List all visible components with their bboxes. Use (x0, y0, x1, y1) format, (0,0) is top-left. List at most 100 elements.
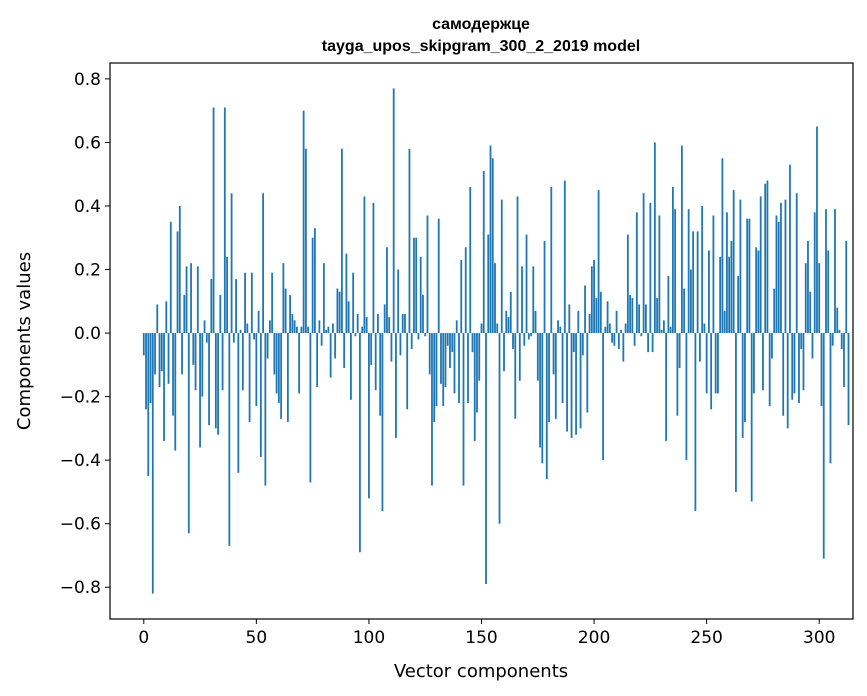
bar (343, 333, 346, 369)
bar (786, 333, 789, 429)
bar (210, 279, 213, 334)
bar (635, 212, 638, 334)
bar (395, 333, 397, 438)
y-tick-label: −0.8 (60, 578, 101, 598)
bar (604, 326, 607, 334)
bar (282, 263, 285, 334)
bar (241, 333, 244, 391)
bar (181, 333, 183, 375)
bar (791, 333, 794, 400)
bar (708, 250, 710, 334)
bar (662, 320, 665, 334)
bar (426, 215, 429, 334)
bar (696, 231, 699, 334)
bar (266, 333, 269, 359)
bar (613, 333, 616, 346)
bar (480, 323, 483, 334)
bar (827, 250, 830, 334)
bar (163, 333, 165, 442)
bar (311, 237, 314, 334)
bar (665, 333, 668, 442)
bar (617, 333, 620, 349)
x-tick-label: 200 (578, 628, 610, 648)
bar (273, 333, 276, 375)
bar (464, 247, 467, 334)
bar (714, 333, 717, 394)
bar (347, 301, 350, 334)
bar (545, 333, 548, 480)
bar (485, 333, 487, 585)
bar (406, 333, 409, 410)
bar (365, 317, 368, 334)
bar (212, 107, 215, 334)
bar (149, 333, 152, 403)
bar (768, 333, 771, 407)
bar (534, 310, 537, 334)
y-tick-label: −0.6 (60, 515, 101, 535)
bar (568, 304, 571, 334)
bar (566, 333, 568, 432)
bar (633, 333, 636, 346)
bar (762, 333, 764, 391)
bar (307, 326, 310, 334)
bar (469, 186, 472, 334)
bar (289, 294, 292, 334)
bar (167, 333, 170, 384)
bar (539, 333, 541, 448)
bar (557, 320, 559, 334)
bar (687, 209, 690, 334)
bar (223, 107, 226, 334)
bar (771, 333, 773, 359)
bar (235, 279, 237, 334)
bar (789, 164, 791, 334)
bar (196, 266, 199, 334)
bar (332, 323, 334, 334)
bar (685, 333, 688, 461)
bar (356, 313, 359, 334)
bar (512, 333, 514, 349)
chart-title: самодержце (432, 16, 530, 33)
bar (354, 333, 357, 337)
bar (847, 333, 850, 426)
bar (647, 333, 650, 353)
bar (563, 180, 566, 334)
bar (644, 304, 647, 334)
bar (329, 333, 332, 378)
bar (584, 285, 586, 334)
bar (624, 323, 627, 334)
bar (156, 304, 159, 334)
bar (694, 333, 697, 511)
bar (588, 313, 591, 334)
bar (777, 221, 780, 334)
bar (773, 288, 776, 334)
bar (595, 298, 598, 334)
bar (840, 333, 843, 349)
bar (834, 209, 836, 334)
bar (782, 333, 785, 416)
bar (503, 333, 505, 372)
bar (597, 190, 600, 334)
bar (183, 294, 186, 334)
bar (295, 326, 298, 334)
bar (226, 256, 228, 334)
bar (653, 142, 656, 334)
bar (413, 237, 415, 334)
bar (253, 333, 255, 340)
bar (147, 333, 150, 477)
bar (642, 193, 645, 334)
bar (460, 259, 463, 334)
bar (816, 126, 818, 334)
bar (507, 317, 510, 334)
bar (699, 333, 701, 362)
bar (527, 333, 530, 340)
bar (316, 333, 319, 388)
bar (300, 326, 303, 334)
bar (811, 333, 814, 359)
y-tick-label: 0.8 (74, 70, 101, 90)
bar (518, 333, 521, 381)
bar (581, 333, 584, 356)
bar (638, 304, 641, 334)
plot-frame (109, 62, 854, 620)
bar (561, 333, 564, 403)
